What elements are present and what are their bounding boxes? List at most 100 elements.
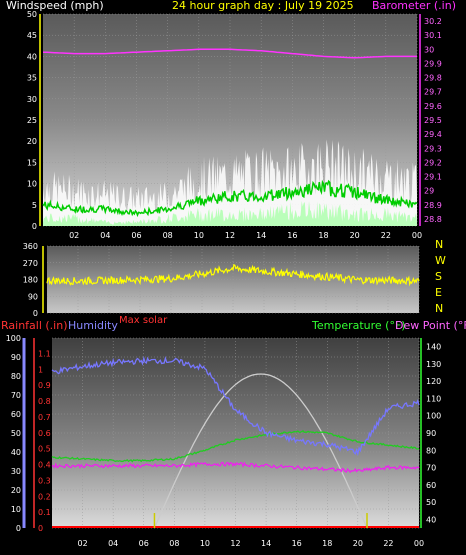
time-tick-label: 02	[77, 539, 87, 548]
humidity-tick-label: 0	[16, 524, 21, 533]
temperature-tick-label: 80	[426, 446, 436, 455]
rainfall-tick-label: 0.3	[38, 476, 51, 485]
wind-average-line	[42, 179, 418, 218]
time-tick-label: 12	[230, 539, 240, 548]
time-tick-label: 20	[350, 231, 360, 240]
windspeed-tick-label: 40	[27, 52, 37, 61]
time-tick-label: 18	[318, 231, 328, 240]
windspeed-tick-label: 5	[32, 201, 37, 210]
max-solar-label: Max solar	[119, 315, 168, 326]
barometer-tick-label: 29.3	[424, 144, 442, 153]
humidity-tick-label: 70	[11, 391, 21, 400]
direction-panel-series	[46, 263, 420, 287]
barometer-axis-title: Barometer (.in)	[372, 0, 456, 12]
barometer-tick-label: 29.9	[424, 59, 442, 68]
time-tick-label: 10	[200, 539, 210, 548]
barometer-tick-label: 29.6	[424, 102, 442, 111]
time-tick-label: 02	[69, 231, 79, 240]
barometer-tick-label: 28.9	[424, 201, 442, 210]
temperature-tick-label: 120	[426, 377, 441, 386]
barometer-tick-label: 29.1	[424, 173, 442, 182]
compass-label-n-bottom: N	[435, 302, 443, 315]
direction-tick-label: 180	[23, 276, 38, 285]
barometer-tick-label: 30.2	[424, 17, 442, 26]
time-tick-label: 14	[261, 539, 271, 548]
rainfall-axis-title: Rainfall (.in)	[1, 319, 68, 332]
temperature-tick-label: 130	[426, 360, 441, 369]
time-tick-label: 06	[131, 231, 141, 240]
windspeed-tick-label: 50	[27, 10, 37, 19]
barometer-tick-label: 29.5	[424, 116, 442, 125]
direction-tick-label: 90	[28, 292, 38, 301]
barometer-tick-label: 29.8	[424, 74, 442, 83]
barometer-tick-label: 29.4	[424, 130, 442, 139]
climate-panel-series	[51, 355, 420, 529]
windspeed-tick-label: 35	[27, 74, 37, 83]
dewpoint-line	[51, 461, 420, 474]
rainfall-tick-label: 0.1	[38, 508, 51, 517]
barometer-line	[42, 48, 417, 59]
rainfall-tick-label: 0	[38, 524, 43, 533]
temperature-tick-label: 110	[426, 394, 441, 403]
time-tick-label: 04	[100, 231, 110, 240]
direction-tick-label: 360	[23, 242, 38, 251]
dewpoint-axis-title: Dew Point (°F)	[395, 319, 466, 332]
time-tick-label: 16	[287, 231, 297, 240]
time-tick-label: 08	[169, 539, 179, 548]
windspeed-axis-title: Windspeed (mph)	[6, 0, 104, 12]
climate-panel-axes: 02 04 06 08 10 12 14 16 18 20 22 000102030405060708…	[6, 334, 442, 548]
temperature-tick-label: 100	[426, 412, 441, 421]
windspeed-tick-label: 15	[27, 158, 37, 167]
direction-tick-label: 270	[23, 259, 38, 268]
windspeed-tick-label: 25	[27, 116, 37, 125]
humidity-line	[51, 355, 420, 457]
wind-panel-series	[42, 48, 418, 226]
rainfall-tick-label: 0.2	[38, 492, 51, 501]
time-tick-label: 00	[414, 539, 424, 548]
barometer-tick-label: 28.8	[424, 215, 442, 224]
rainfall-tick-label: 0.9	[38, 381, 51, 390]
humidity-tick-label: 20	[11, 486, 21, 495]
windspeed-tick-label: 0	[32, 222, 37, 231]
wind-low-area	[43, 201, 417, 226]
rainfall-tick-label: 0.7	[38, 413, 51, 422]
barometer-tick-label: 29.2	[424, 158, 442, 167]
temperature-line	[51, 429, 420, 463]
humidity-tick-label: 40	[11, 448, 21, 457]
compass-label-e: E	[435, 286, 442, 299]
time-tick-label: 08	[163, 231, 173, 240]
temperature-axis-title: Temperature (°F)	[311, 319, 406, 332]
temperature-tick-label: 70	[426, 464, 436, 473]
time-tick-label: 20	[353, 539, 363, 548]
rainfall-tick-label: 0.8	[38, 397, 51, 406]
temperature-tick-label: 60	[426, 481, 436, 490]
windspeed-tick-label: 20	[27, 137, 37, 146]
rainfall-tick-label: 0.4	[38, 461, 51, 470]
time-tick-label: 18	[322, 539, 332, 548]
climate-panel-grid	[52, 337, 420, 529]
barometer-tick-label: 29.7	[424, 88, 442, 97]
time-tick-label: 16	[292, 539, 302, 548]
temperature-tick-label: 50	[426, 498, 436, 507]
humidity-tick-label: 80	[11, 372, 21, 381]
compass-label-s: S	[435, 270, 442, 283]
windspeed-tick-label: 30	[27, 95, 37, 104]
windspeed-tick-label: 10	[27, 180, 37, 189]
rainfall-tick-label: 1	[38, 365, 43, 374]
wind-direction-line	[46, 263, 420, 287]
wind-panel-axes: 0 5 10 15 20 25 30 35 40 45 50 02 04 06 08 10 12 14 16 18 20…	[27, 10, 442, 240]
humidity-tick-label: 90	[11, 353, 21, 362]
windspeed-tick-label: 45	[27, 31, 37, 40]
humidity-tick-label: 100	[6, 334, 21, 343]
humidity-tick-label: 50	[11, 429, 21, 438]
time-tick-label: 14	[256, 231, 266, 240]
humidity-tick-label: 30	[11, 467, 21, 476]
barometer-tick-label: 29	[424, 187, 434, 196]
rainfall-tick-label: 1.1	[38, 349, 51, 358]
temperature-tick-label: 40	[426, 515, 436, 524]
direction-tick-label: 0	[33, 309, 38, 318]
temperature-tick-label: 140	[426, 343, 441, 352]
humidity-axis-title: Humidity	[68, 319, 118, 332]
